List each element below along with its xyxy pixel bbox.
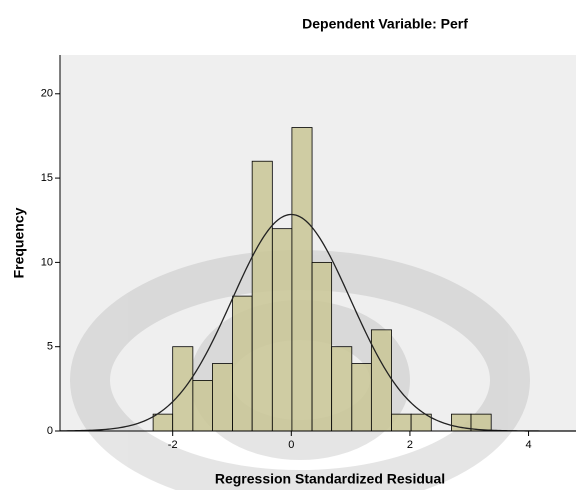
y-axis-label: Frequency <box>11 207 27 278</box>
y-tick-label: 10 <box>41 256 53 268</box>
marks <box>59 127 576 432</box>
bar <box>331 346 353 432</box>
bar <box>232 295 253 432</box>
bar <box>192 380 213 432</box>
y-tick-label: 5 <box>47 341 53 353</box>
bar <box>172 346 194 432</box>
normal-curve <box>59 213 576 432</box>
bar <box>271 228 293 432</box>
bar <box>391 413 412 432</box>
bar <box>370 329 392 432</box>
bar <box>152 413 174 432</box>
chart-title: Dependent Variable: Perf <box>302 16 468 32</box>
bar <box>311 261 333 432</box>
bar <box>212 363 233 432</box>
x-tick-label: 0 <box>288 439 294 451</box>
y-tick-label: 0 <box>47 425 53 437</box>
x-tick-label: 2 <box>407 439 413 451</box>
bar <box>351 363 372 432</box>
bar <box>251 160 273 432</box>
y-tick-label: 20 <box>41 88 53 100</box>
y-tick-label: 15 <box>41 172 53 184</box>
x-axis-label: Regression Standardized Residual <box>215 471 445 487</box>
bar <box>291 127 313 432</box>
x-tick-label: 4 <box>525 439 531 451</box>
x-tick-label: -2 <box>168 439 178 451</box>
